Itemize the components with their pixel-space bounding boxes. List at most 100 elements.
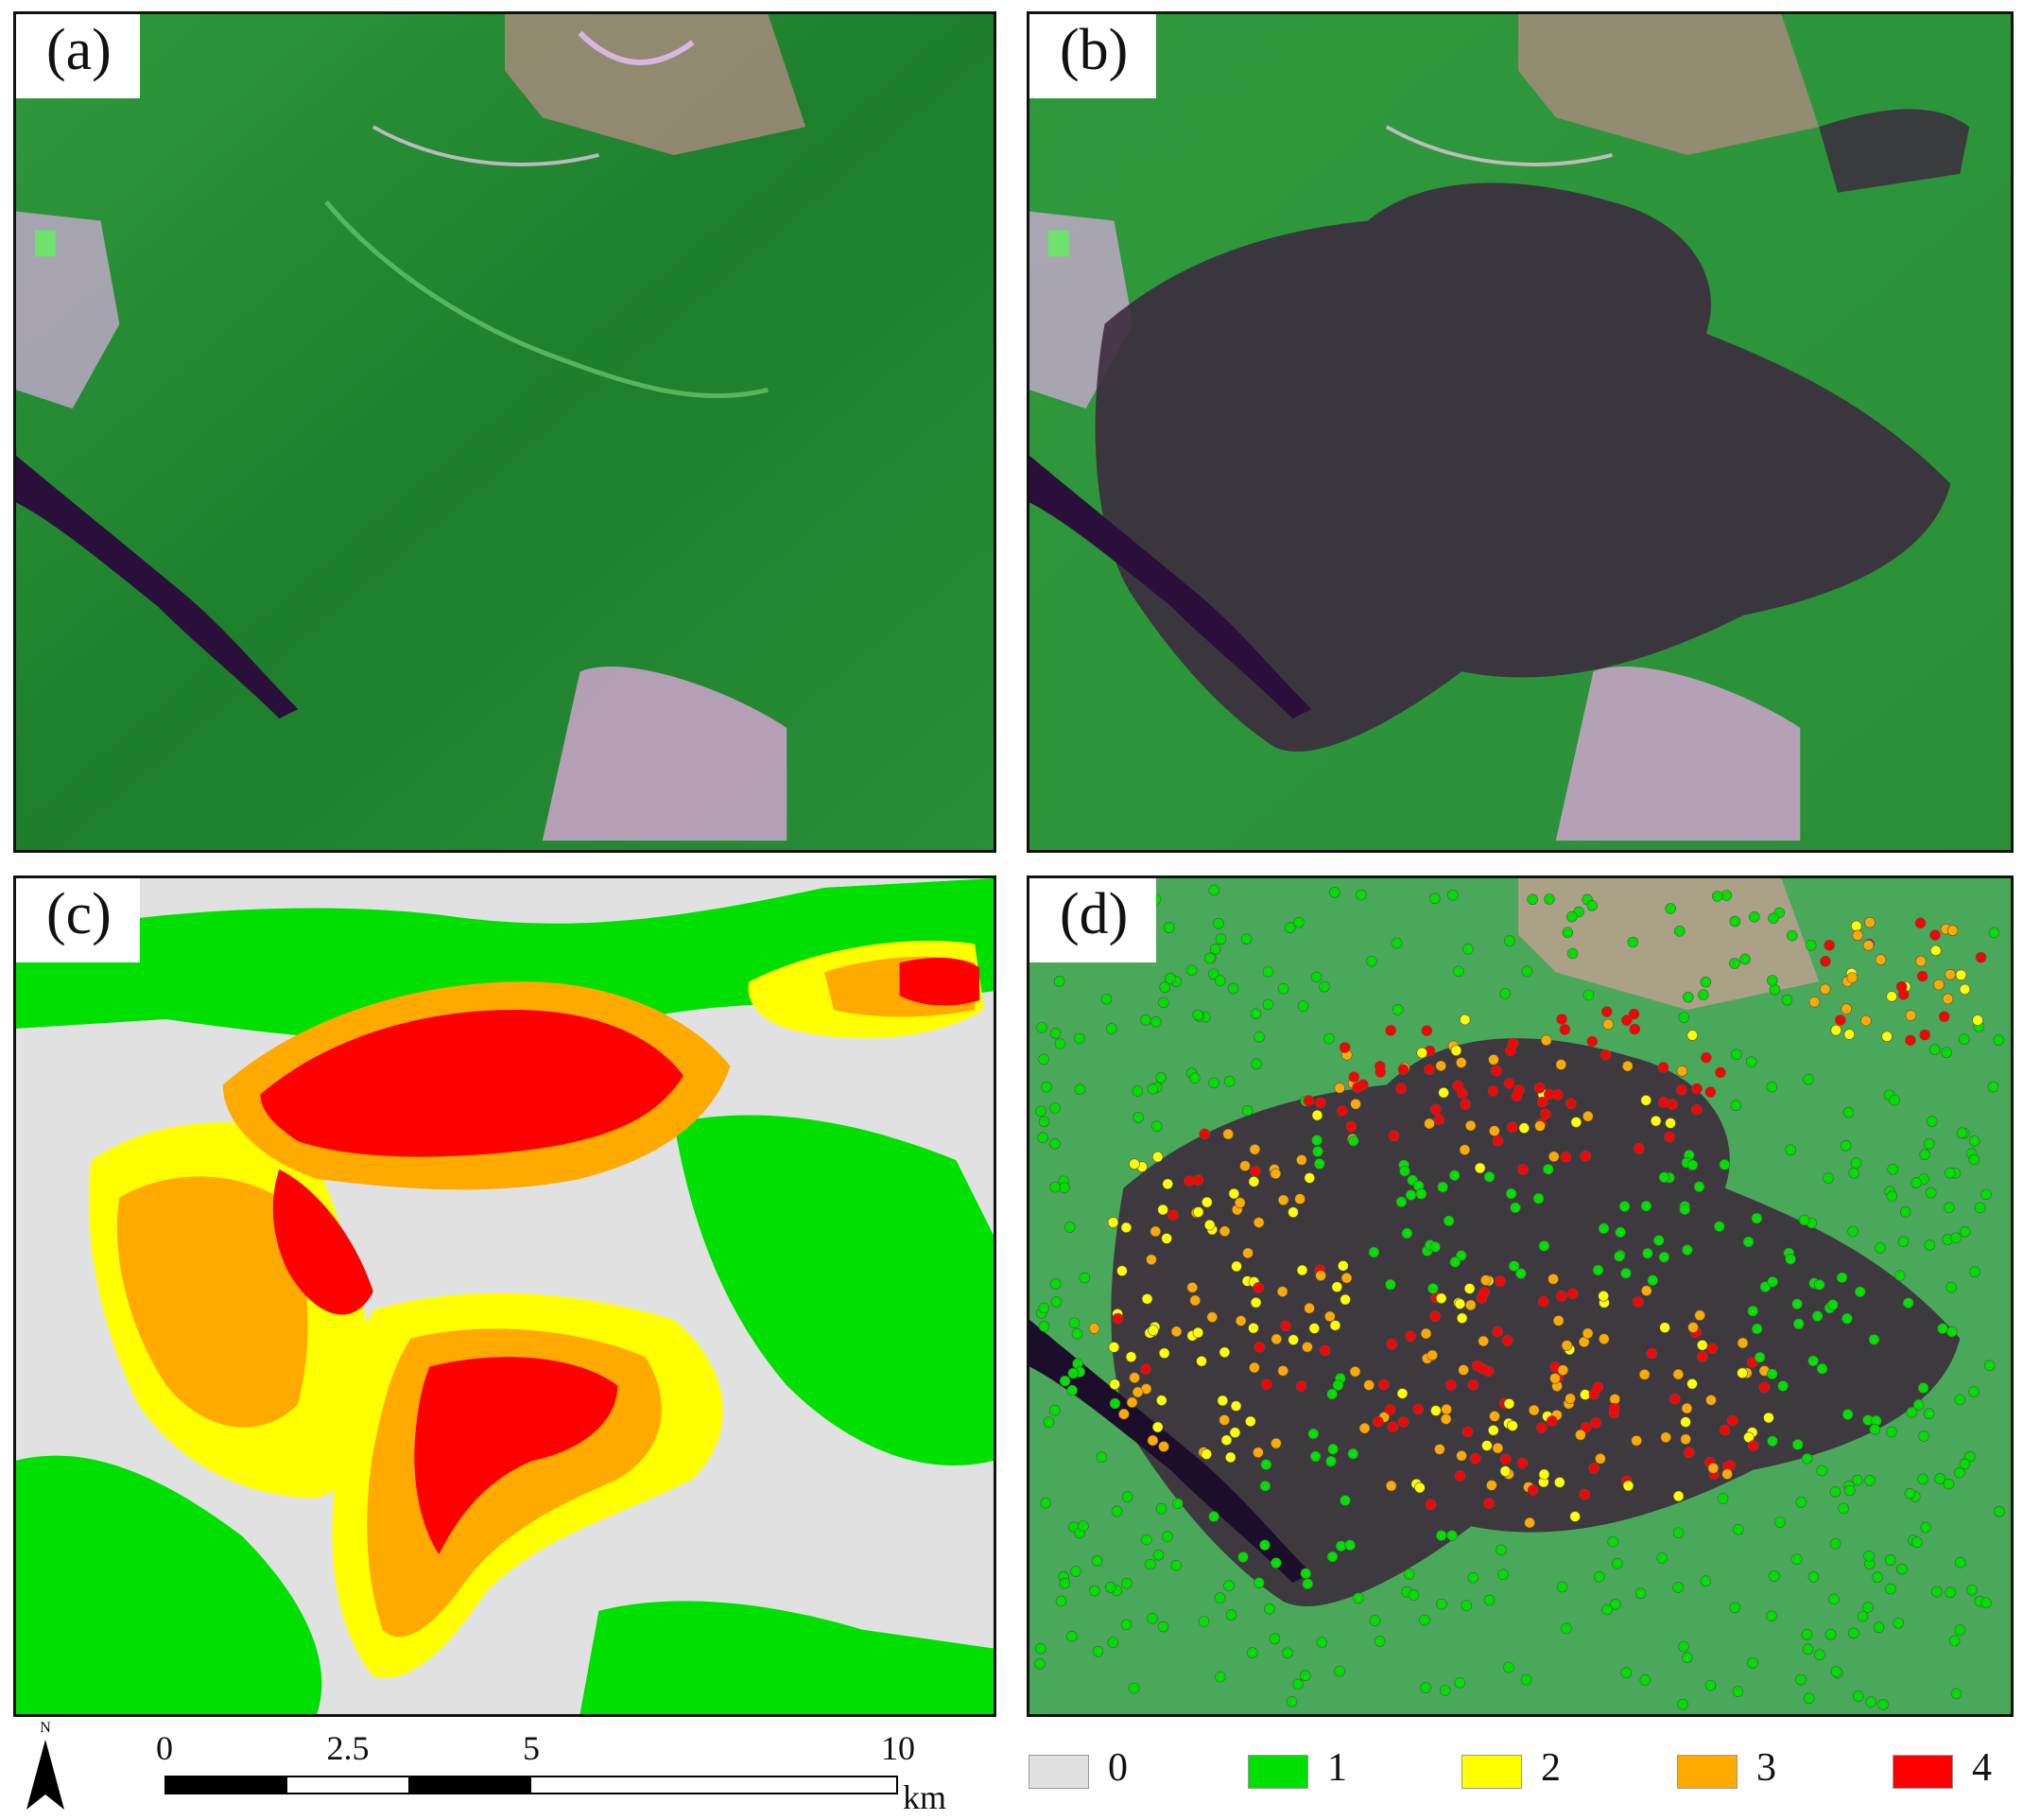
sample-point [1436,1598,1447,1610]
sample-point [1781,994,1793,1006]
sample-point [1698,989,1709,1000]
sample-point [1791,1298,1803,1310]
sample-point [1433,1114,1445,1125]
sample-point [1248,1323,1259,1334]
sample-point [1235,1315,1247,1326]
sample-point [1282,1647,1293,1659]
sample-point [1254,1342,1266,1353]
panel-a-prefire-image: (a) [13,11,996,853]
sample-point [1950,1232,1962,1243]
sample-point [1415,1188,1427,1200]
sample-point [1917,1473,1928,1485]
sample-point [1948,1635,1961,1647]
sample-point [1049,1028,1062,1039]
sample-point [1581,1421,1592,1433]
sample-point [1385,1480,1397,1492]
sample-point [1672,1368,1685,1380]
sample-point [1538,1240,1550,1252]
sample-point [1850,1157,1862,1169]
sample-point [1340,1495,1351,1506]
sample-point [1463,1283,1476,1294]
sample-point [1602,1018,1614,1031]
sample-point [1499,1453,1512,1465]
sample-point [1945,1167,1956,1179]
sample-point [1639,1674,1651,1686]
sample-point [1460,1099,1471,1110]
sample-point [1425,1499,1437,1511]
sample-point [1296,1154,1307,1166]
sample-point [1464,1119,1477,1132]
sample-point [1209,944,1221,955]
sample-point [1923,1138,1935,1150]
sample-point [1259,1480,1271,1492]
sample-point [1747,1440,1759,1451]
sample-point [1462,944,1474,955]
sample-point [1304,1302,1315,1314]
sample-point [1758,1381,1771,1394]
sample-point [1483,1170,1496,1183]
sample-point [1461,1600,1473,1611]
sample-point [1608,1402,1620,1414]
sample-point [1050,1296,1063,1308]
sample-point [1592,1264,1604,1276]
sample-point [1850,920,1862,932]
sample-point [1974,1202,1986,1214]
sample-point [1852,929,1863,942]
sample-point [1109,1397,1121,1410]
sample-point [1449,1257,1461,1268]
sample-point [1438,1087,1449,1099]
sample-point [1610,1599,1621,1610]
sample-point [1893,1617,1904,1629]
sample-point [1795,1497,1807,1508]
sample-point [1631,1435,1642,1447]
sample-point [1049,1138,1061,1150]
sample-point [1562,927,1574,939]
sample-point [1754,1351,1766,1363]
sample-point [1492,1135,1504,1147]
sample-point [1429,1310,1441,1323]
sample-point [1249,1143,1261,1155]
sample-point [1857,1610,1869,1622]
sample-point [1120,1222,1133,1234]
sample-point [1968,1135,1980,1147]
sample-point [1429,1241,1441,1253]
sample-point [1824,939,1835,951]
sample-point [1813,1279,1825,1291]
sample-point [1601,1006,1613,1017]
sample-point [1331,1281,1343,1292]
sample-point [1614,1251,1625,1262]
sample-point [1896,1563,1908,1575]
sample-point [1375,1066,1387,1078]
sample-point [1881,1031,1893,1043]
sample-point [1634,1587,1647,1600]
sample-point [1956,1127,1968,1139]
sample-point [1241,1104,1254,1117]
sample-point [1864,1475,1876,1486]
sample-point [1288,1334,1299,1345]
sample-point [1747,1305,1758,1317]
sample-point [1189,1072,1201,1083]
sample-point [1704,1679,1717,1691]
sample-point [1456,1449,1467,1462]
sample-point [1038,1321,1050,1332]
sample-point [1521,965,1533,978]
sample-point [1201,1448,1212,1460]
sample-point [1271,1333,1283,1345]
sample-point [1247,1647,1258,1658]
sample-point [1395,1196,1408,1208]
sample-point [1886,991,1897,1002]
sample-point [1672,1582,1684,1593]
panel-b-postfire-image: (b) [1027,11,2014,853]
sample-point [1219,1414,1230,1426]
sample-point [1533,1082,1546,1094]
sample-point [1304,1172,1316,1184]
sample-point [1459,1014,1471,1026]
sample-point [1092,1645,1104,1657]
sample-point [1146,1254,1157,1266]
sample-point [1814,1649,1825,1660]
sample-point [1633,1296,1644,1308]
sample-point [1063,1222,1076,1233]
sample-point [1214,1592,1226,1603]
sample-point [1686,1378,1698,1390]
sample-point [1332,1379,1344,1391]
